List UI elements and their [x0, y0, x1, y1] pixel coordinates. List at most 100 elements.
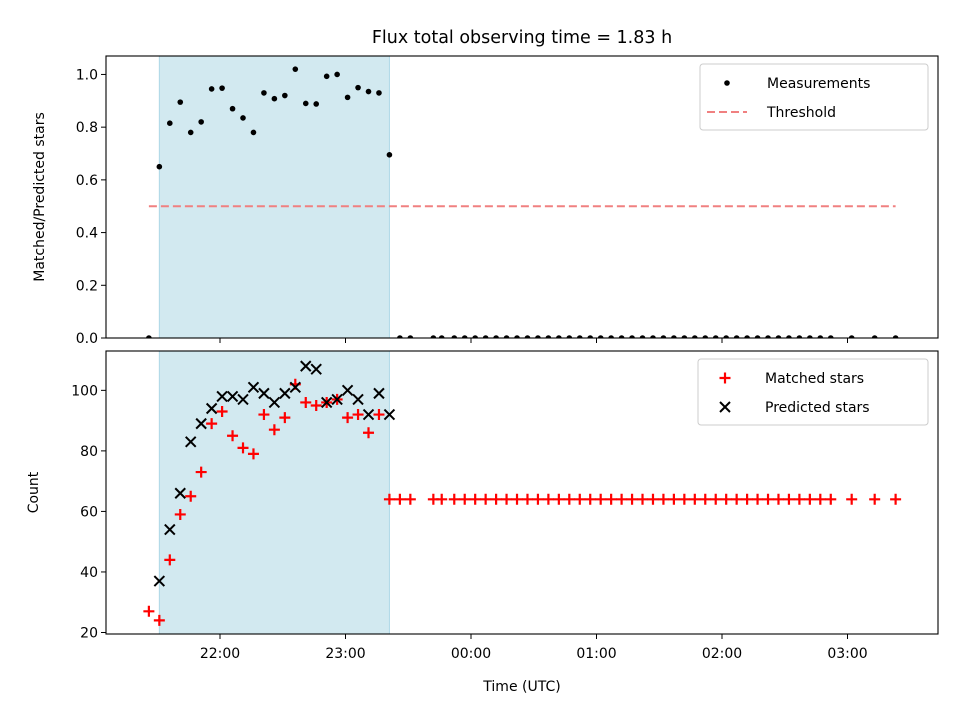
matched-star-point: [383, 493, 395, 505]
panel-frame: [105, 55, 939, 339]
matched-star-point: [227, 430, 239, 442]
measurement-point: [397, 335, 403, 338]
measurement-point: [545, 335, 552, 338]
measurement-point: [302, 100, 309, 107]
matched-star-point: [637, 493, 649, 505]
measurement-point: [355, 84, 361, 91]
x-tick-label: 01:00: [576, 646, 616, 662]
matched-star-point: [247, 448, 259, 460]
predicted-star-point: [268, 396, 281, 409]
predicted-star-point: [153, 575, 166, 587]
matched-star-point: [459, 493, 471, 505]
y-tick-label: 100: [71, 383, 98, 399]
measurement-point: [261, 90, 267, 96]
matched-star-point: [814, 493, 826, 505]
measurement-point: [608, 335, 614, 338]
data-layer: [143, 360, 902, 626]
measurement-point: [292, 66, 299, 72]
matched-star-point: [501, 493, 513, 505]
measurement-point: [156, 163, 163, 170]
matched-star-point: [731, 493, 743, 505]
y-tick-label: 1.0: [76, 67, 98, 83]
y-axis-label: Matched/Predicted stars: [32, 112, 48, 282]
y-tick-label: 40: [80, 565, 98, 581]
legend-box: [699, 63, 929, 131]
x-tick-label: 23:00: [325, 646, 365, 662]
measurement-point: [386, 152, 393, 158]
matched-star-point: [258, 409, 270, 421]
matched-star-point: [490, 493, 502, 505]
matched-star-point: [657, 493, 669, 505]
legend-marker: [724, 80, 730, 86]
measurement-point: [524, 335, 531, 338]
matched-star-point: [143, 605, 155, 617]
measurement-point: [493, 335, 499, 338]
predicted-star-point: [373, 387, 385, 400]
measurement-point: [807, 335, 813, 338]
measurement-point: [817, 335, 824, 338]
matched-star-point: [647, 493, 659, 505]
measurement-point: [692, 335, 698, 338]
measurement-point: [556, 335, 562, 338]
measurement-point: [461, 335, 468, 338]
matched-star-point: [563, 493, 575, 505]
measurement-point: [313, 101, 320, 107]
measurement-point: [208, 86, 215, 92]
matched-star-point: [300, 396, 312, 408]
matched-star-point: [553, 493, 565, 505]
measurement-point: [733, 335, 740, 338]
measurement-point: [702, 335, 709, 338]
matched-star-point: [542, 493, 554, 505]
matched-star-point: [363, 427, 375, 439]
predicted-star-point: [289, 381, 302, 394]
measurement-point: [671, 335, 677, 338]
measurement-point: [535, 335, 541, 338]
predicted-star-point: [300, 360, 312, 372]
measurement-point: [376, 90, 382, 96]
matched-star-point: [521, 493, 533, 505]
measurement-point: [723, 335, 729, 338]
matched-star-point: [532, 493, 544, 505]
measurement-point: [712, 335, 719, 338]
matched-star-point: [310, 399, 322, 411]
measurement-point: [681, 335, 688, 338]
predicted-star-point: [216, 390, 228, 403]
predicted-star-point: [237, 393, 249, 406]
measurement-point: [430, 335, 437, 338]
matched-star-point: [595, 493, 607, 505]
y-tick-label: 0.0: [76, 331, 98, 347]
measurement-point: [827, 335, 834, 338]
predicted-star-point: [320, 396, 333, 409]
predicted-star-point: [185, 436, 197, 448]
matched-star-point: [342, 412, 354, 424]
x-tick-label: 22:00: [200, 646, 240, 662]
measurement-point: [250, 129, 257, 136]
matched-star-point: [846, 493, 858, 505]
matched-star-point: [793, 493, 805, 505]
measurement-point: [650, 335, 656, 338]
measurement-point: [514, 335, 520, 338]
matched-star-point: [174, 508, 186, 520]
measurement-point: [786, 335, 792, 338]
measurement-point: [660, 335, 667, 338]
y-tick-label: 80: [80, 444, 98, 460]
measurement-point: [323, 73, 330, 80]
matched-star-point: [626, 493, 638, 505]
legend-marker: [719, 401, 731, 413]
measurement-point: [344, 94, 351, 101]
measurement-point: [198, 119, 204, 125]
matched-star-point: [783, 493, 795, 505]
y-tick-label: 0.4: [76, 226, 98, 242]
measurement-point: [271, 95, 278, 102]
y-tick-label: 20: [80, 625, 98, 641]
matched-star-point: [373, 409, 385, 421]
y-axis-label: Count: [26, 471, 42, 513]
predicted-star-point: [205, 402, 218, 415]
matched-star-point: [616, 493, 628, 505]
measurement-point: [282, 92, 288, 99]
observing-window-shade: [158, 55, 390, 339]
measurement-point: [597, 335, 604, 338]
measurement-point: [871, 335, 878, 338]
legend-box: [697, 358, 929, 426]
